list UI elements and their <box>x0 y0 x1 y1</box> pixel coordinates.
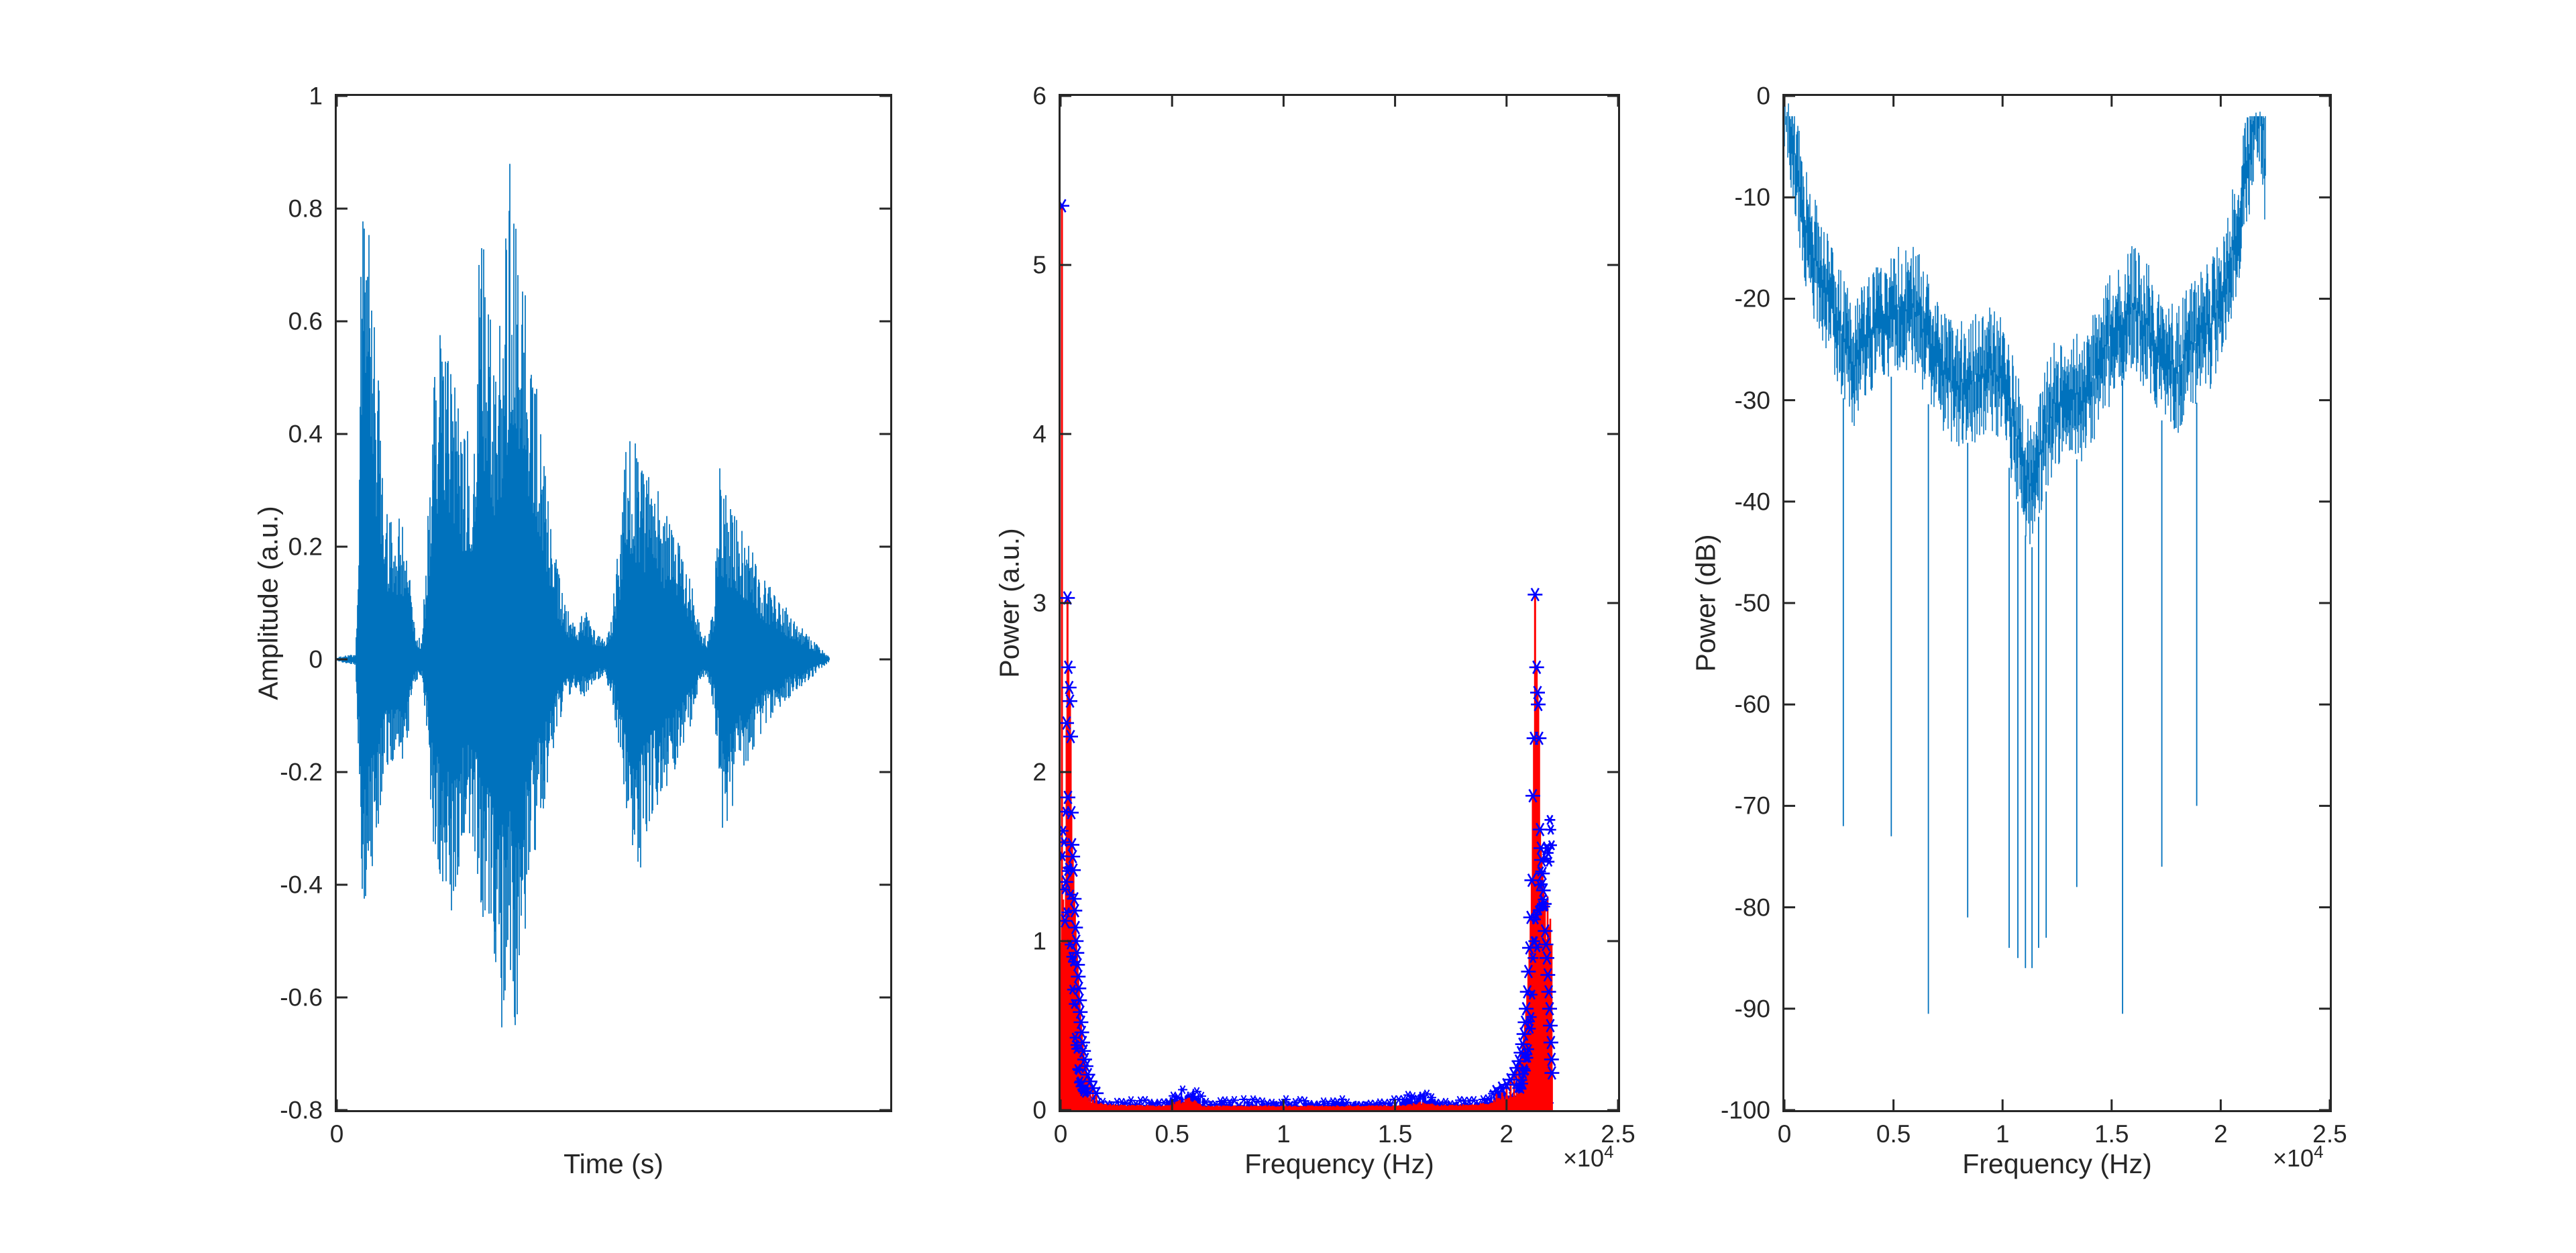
tick-label: 2.5 <box>2312 1120 2347 1148</box>
x-axis-exponent-right: ×104 <box>2273 1142 2324 1172</box>
power-spectrum-axes <box>1059 94 1620 1112</box>
tick-label: 0 <box>1756 82 1770 110</box>
waveform-plot <box>337 96 890 1110</box>
tick-label: -90 <box>1734 995 1770 1023</box>
tick-label: -70 <box>1734 792 1770 820</box>
tick-label: 0.4 <box>288 420 323 448</box>
tick-label: 2 <box>1499 1120 1514 1148</box>
tick-label: -80 <box>1734 893 1770 922</box>
power-db-axes <box>1782 94 2332 1112</box>
tick-label: 1.5 <box>1377 1120 1413 1148</box>
tick-label: 0.5 <box>1876 1120 1911 1148</box>
tick-label: 0 <box>1777 1120 1792 1148</box>
tick-label: 3 <box>1032 589 1046 617</box>
tick-label: 0.6 <box>288 307 323 335</box>
tick-label: -100 <box>1720 1096 1770 1124</box>
power-db-plot <box>1784 96 2330 1110</box>
tick-label: 1 <box>1277 1120 1291 1148</box>
tick-label: 2.5 <box>1601 1120 1635 1148</box>
tick-label: -20 <box>1734 284 1770 313</box>
tick-label: 0 <box>329 1120 344 1148</box>
tick-label: -50 <box>1734 589 1770 617</box>
y-axis-label-power-db: Power (dB) <box>1690 534 1721 672</box>
x-axis-label-frequency-right: Frequency (Hz) <box>1962 1148 2152 1179</box>
tick-label: -0.6 <box>280 983 323 1012</box>
time-waveform-axes <box>335 94 892 1112</box>
tick-label: 4 <box>1032 420 1046 448</box>
tick-label: -10 <box>1734 183 1770 211</box>
x-axis-label-time: Time (s) <box>564 1148 663 1179</box>
y-axis-label-power-au: Power (a.u.) <box>994 528 1025 678</box>
tick-label: -30 <box>1734 386 1770 415</box>
power-spectrum-plot <box>1061 96 1618 1110</box>
x-axis-exponent-mid: ×104 <box>1563 1142 1614 1172</box>
tick-label: 0 <box>1053 1120 1068 1148</box>
tick-label: -0.4 <box>280 871 323 899</box>
tick-label: 1.5 <box>2094 1120 2129 1148</box>
tick-label: -0.8 <box>280 1096 323 1124</box>
tick-label: 1 <box>1995 1120 2010 1148</box>
tick-label: 0.2 <box>288 533 323 561</box>
tick-label: 2 <box>2214 1120 2228 1148</box>
tick-label: 0 <box>309 645 323 673</box>
tick-label: 0 <box>1032 1096 1046 1124</box>
tick-label: -0.2 <box>280 758 323 786</box>
tick-label: -40 <box>1734 488 1770 516</box>
tick-label: 6 <box>1032 82 1046 110</box>
y-axis-label-amplitude: Amplitude (a.u.) <box>252 506 284 700</box>
tick-label: 5 <box>1032 251 1046 279</box>
tick-label: 0.8 <box>288 195 323 223</box>
tick-label: 0.5 <box>1155 1120 1189 1148</box>
tick-label: 2 <box>1032 758 1046 786</box>
x-axis-label-frequency-mid: Frequency (Hz) <box>1244 1148 1434 1179</box>
tick-label: 1 <box>1032 927 1046 955</box>
tick-label: -60 <box>1734 690 1770 718</box>
tick-label: 1 <box>309 82 323 110</box>
